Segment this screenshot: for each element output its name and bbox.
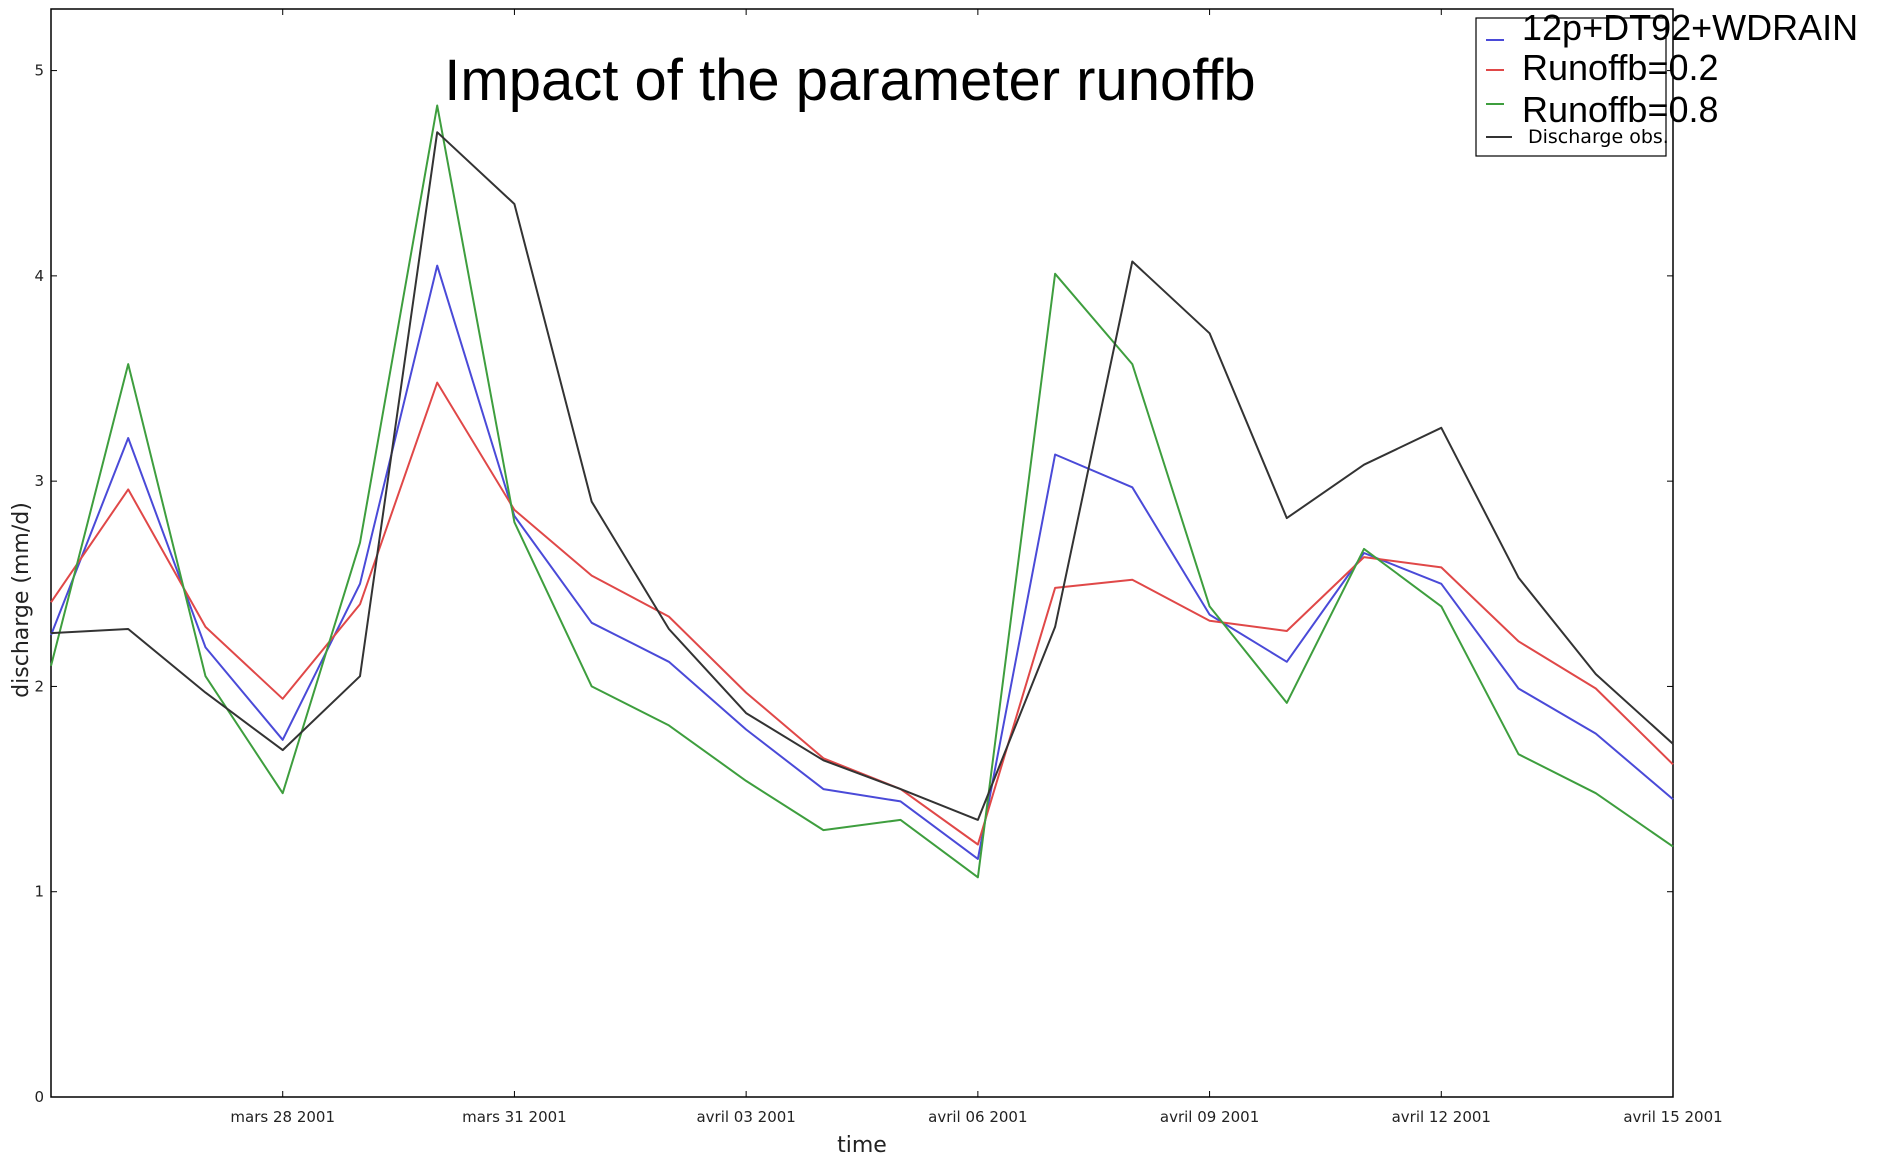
y-tick-label-5: 5 bbox=[34, 62, 44, 80]
y-tick-label-4: 4 bbox=[34, 267, 44, 285]
x-tick-label-2: avril 03 2001 bbox=[696, 1108, 795, 1126]
plot-area bbox=[50, 8, 1674, 1098]
x-tick-label-3: avril 06 2001 bbox=[928, 1108, 1027, 1126]
x-tick-label-1: mars 31 2001 bbox=[462, 1108, 567, 1126]
x-tick-label-4: avril 09 2001 bbox=[1160, 1108, 1259, 1126]
legend-box bbox=[1475, 17, 1667, 157]
legend-entry-1: Runoffb=0.2 bbox=[1522, 47, 1719, 88]
series-line-3 bbox=[50, 131, 1674, 821]
legend: 12p+DT92+WDRAIN Runoffb=0.2 Runoffb=0.8 … bbox=[1475, 7, 1858, 157]
chart-title: Impact of the parameter runoffb bbox=[444, 48, 1255, 113]
x-tick-label-0: mars 28 2001 bbox=[230, 1108, 335, 1126]
series-line-2 bbox=[50, 104, 1674, 879]
series-layer bbox=[50, 104, 1674, 879]
legend-entry-2: Runoffb=0.8 bbox=[1522, 89, 1719, 130]
y-tick-label-2: 2 bbox=[34, 677, 44, 695]
x-axis-ticks: mars 28 2001 mars 31 2001 avril 03 2001 avr… bbox=[230, 9, 1723, 1126]
series-line-0 bbox=[50, 264, 1674, 860]
x-tick-label-5: avril 12 2001 bbox=[1392, 1108, 1491, 1126]
x-axis-label: time bbox=[837, 1133, 887, 1156]
x-tick-label-6: avril 15 2001 bbox=[1623, 1108, 1722, 1126]
y-tick-label-0: 0 bbox=[34, 1088, 44, 1106]
y-tick-label-3: 3 bbox=[34, 472, 44, 490]
y-axis-label: discharge (mm/d) bbox=[9, 502, 34, 698]
legend-entry-0: 12p+DT92+WDRAIN bbox=[1522, 7, 1858, 48]
legend-entry-3: Discharge obs. bbox=[1528, 126, 1669, 148]
y-axis-ticks: 0 1 2 3 4 5 bbox=[34, 62, 1673, 1106]
y-tick-label-1: 1 bbox=[34, 883, 44, 901]
